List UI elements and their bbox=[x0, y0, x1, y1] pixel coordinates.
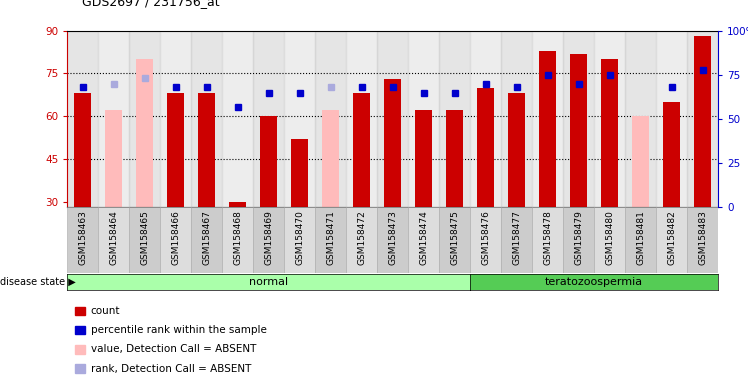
Bar bbox=[260, 116, 278, 207]
Bar bbox=[191, 31, 222, 207]
FancyBboxPatch shape bbox=[687, 207, 718, 273]
Bar bbox=[594, 31, 625, 207]
Bar bbox=[74, 93, 91, 207]
Text: GSM158479: GSM158479 bbox=[574, 210, 583, 265]
Bar bbox=[532, 31, 563, 207]
Text: value, Detection Call = ABSENT: value, Detection Call = ABSENT bbox=[91, 344, 256, 354]
Text: GSM158474: GSM158474 bbox=[419, 210, 428, 265]
FancyBboxPatch shape bbox=[284, 207, 315, 273]
Bar bbox=[663, 102, 680, 207]
Text: count: count bbox=[91, 306, 120, 316]
FancyBboxPatch shape bbox=[315, 207, 346, 273]
Text: GSM158475: GSM158475 bbox=[450, 210, 459, 265]
Bar bbox=[408, 31, 439, 207]
FancyBboxPatch shape bbox=[129, 207, 160, 273]
Text: GSM158466: GSM158466 bbox=[171, 210, 180, 265]
FancyBboxPatch shape bbox=[625, 207, 656, 273]
FancyBboxPatch shape bbox=[254, 207, 284, 273]
Text: GSM158472: GSM158472 bbox=[358, 210, 367, 265]
Text: GSM158476: GSM158476 bbox=[481, 210, 490, 265]
Text: GSM158473: GSM158473 bbox=[388, 210, 397, 265]
Bar bbox=[136, 59, 153, 207]
FancyBboxPatch shape bbox=[191, 207, 222, 273]
Text: GSM158464: GSM158464 bbox=[109, 210, 118, 265]
Bar bbox=[539, 51, 557, 207]
Bar bbox=[291, 139, 308, 207]
Text: GSM158478: GSM158478 bbox=[543, 210, 552, 265]
Text: GSM158465: GSM158465 bbox=[141, 210, 150, 265]
Text: GSM158469: GSM158469 bbox=[264, 210, 273, 265]
Bar bbox=[601, 59, 618, 207]
Text: GSM158470: GSM158470 bbox=[295, 210, 304, 265]
Bar bbox=[222, 31, 254, 207]
FancyBboxPatch shape bbox=[470, 207, 501, 273]
FancyBboxPatch shape bbox=[439, 207, 470, 273]
Bar bbox=[446, 111, 463, 207]
Text: GDS2697 / 231756_at: GDS2697 / 231756_at bbox=[82, 0, 220, 8]
Bar bbox=[377, 31, 408, 207]
FancyBboxPatch shape bbox=[160, 207, 191, 273]
Text: percentile rank within the sample: percentile rank within the sample bbox=[91, 325, 266, 335]
Bar bbox=[632, 116, 649, 207]
Bar bbox=[439, 31, 470, 207]
FancyBboxPatch shape bbox=[501, 207, 532, 273]
Bar bbox=[98, 31, 129, 207]
Bar bbox=[105, 111, 123, 207]
Bar bbox=[570, 53, 587, 207]
Bar bbox=[415, 111, 432, 207]
Bar bbox=[501, 31, 532, 207]
Bar bbox=[254, 31, 284, 207]
FancyBboxPatch shape bbox=[532, 207, 563, 273]
Bar bbox=[198, 93, 215, 207]
Text: GSM158481: GSM158481 bbox=[636, 210, 645, 265]
FancyBboxPatch shape bbox=[408, 207, 439, 273]
FancyBboxPatch shape bbox=[98, 207, 129, 273]
Bar bbox=[687, 31, 718, 207]
FancyBboxPatch shape bbox=[222, 207, 254, 273]
Text: normal: normal bbox=[249, 277, 288, 287]
Text: teratozoospermia: teratozoospermia bbox=[545, 277, 643, 287]
Bar bbox=[284, 31, 315, 207]
Text: GSM158482: GSM158482 bbox=[667, 210, 676, 265]
Bar bbox=[694, 36, 711, 207]
Text: disease state ▶: disease state ▶ bbox=[0, 277, 76, 287]
Bar bbox=[625, 31, 656, 207]
Text: GSM158480: GSM158480 bbox=[605, 210, 614, 265]
Text: GSM158463: GSM158463 bbox=[79, 210, 88, 265]
Bar bbox=[315, 31, 346, 207]
Bar bbox=[67, 31, 98, 207]
FancyBboxPatch shape bbox=[594, 207, 625, 273]
Bar bbox=[160, 31, 191, 207]
Bar bbox=[656, 31, 687, 207]
FancyBboxPatch shape bbox=[563, 207, 594, 273]
Bar bbox=[229, 202, 246, 207]
FancyBboxPatch shape bbox=[656, 207, 687, 273]
Text: GSM158471: GSM158471 bbox=[326, 210, 335, 265]
Bar bbox=[563, 31, 594, 207]
Text: GSM158467: GSM158467 bbox=[202, 210, 211, 265]
Text: GSM158468: GSM158468 bbox=[233, 210, 242, 265]
Bar bbox=[346, 31, 377, 207]
Text: GSM158483: GSM158483 bbox=[698, 210, 707, 265]
FancyBboxPatch shape bbox=[377, 207, 408, 273]
Bar bbox=[322, 111, 340, 207]
Bar bbox=[129, 31, 160, 207]
Bar bbox=[353, 93, 370, 207]
Bar bbox=[508, 93, 525, 207]
Text: GSM158477: GSM158477 bbox=[512, 210, 521, 265]
Text: rank, Detection Call = ABSENT: rank, Detection Call = ABSENT bbox=[91, 364, 251, 374]
Bar bbox=[470, 31, 501, 207]
Bar bbox=[168, 93, 184, 207]
Bar bbox=[384, 79, 401, 207]
FancyBboxPatch shape bbox=[346, 207, 377, 273]
FancyBboxPatch shape bbox=[67, 207, 98, 273]
Bar bbox=[477, 88, 494, 207]
